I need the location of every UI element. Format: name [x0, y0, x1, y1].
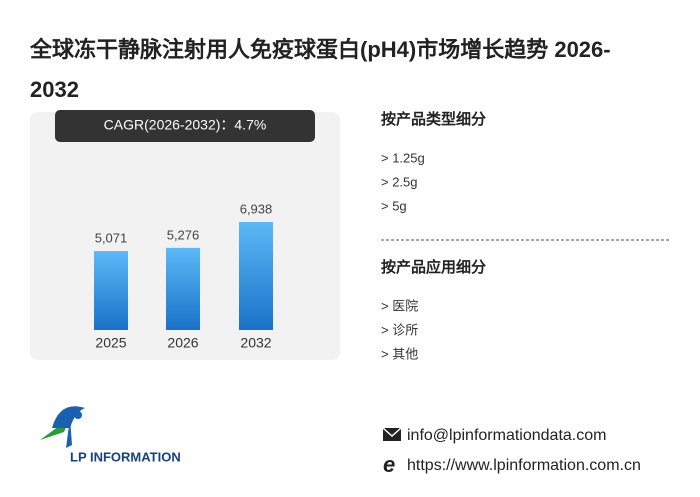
- cagr-label: CAGR(2026-2032)：4.7%: [104, 117, 267, 133]
- bar: [94, 251, 128, 330]
- chart-title: 全球冻干静脉注射用人免疫球蛋白(pH4)市场增长趋势 2026-2032: [30, 37, 611, 102]
- segment-item: > 1.25g: [381, 150, 425, 165]
- segment-item: > 诊所: [381, 322, 418, 337]
- bar: [239, 222, 273, 330]
- segment-item: > 医院: [381, 298, 418, 313]
- x-tick-label: 2025: [95, 335, 126, 351]
- segment-item: > 5g: [381, 198, 407, 213]
- value-label: 5,276: [167, 227, 200, 242]
- logo-text: LP INFORMATION: [70, 449, 181, 464]
- email: info@lpinformationdata.com: [407, 427, 606, 444]
- segment-item: > 其他: [381, 346, 418, 361]
- segment-item: > 2.5g: [381, 174, 418, 189]
- segment-heading: 按产品类型细分: [381, 110, 486, 128]
- value-label: 5,071: [95, 231, 128, 246]
- segment-heading: 按产品应用细分: [381, 258, 486, 276]
- logo-icon: [40, 406, 85, 448]
- bar: [166, 247, 200, 330]
- email-icon: [382, 427, 402, 441]
- x-tick-label: 2026: [167, 335, 198, 351]
- website: https://www.lpinformation.com.cn: [407, 457, 641, 474]
- web-icon: e: [383, 452, 395, 477]
- value-label: 6,938: [240, 201, 273, 216]
- cagr-badge: [55, 110, 315, 142]
- x-tick-label: 2032: [240, 335, 271, 351]
